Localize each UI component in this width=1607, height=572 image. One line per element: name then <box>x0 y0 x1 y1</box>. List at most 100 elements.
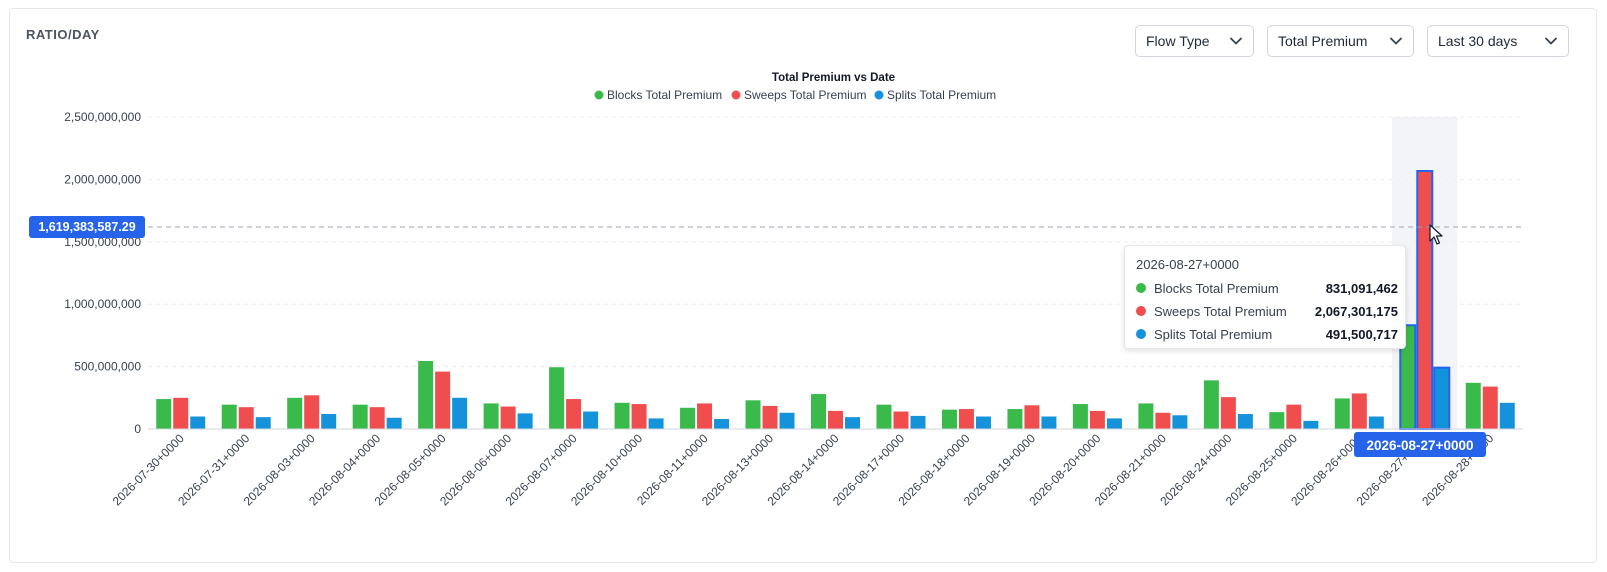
x-tick-label: 2026-08-10+0000 <box>568 431 645 508</box>
x-tick-label: 2026-07-30+0000 <box>110 431 187 508</box>
x-tick-label: 2026-08-24+0000 <box>1157 431 1234 508</box>
y-tick-label: 2,500,000,000 <box>64 110 141 124</box>
crosshair-x-label: 2026-08-27+0000 <box>1367 438 1474 453</box>
tooltip-row-splits: Splits Total Premium 491,500,717 <box>1136 325 1398 343</box>
bar[interactable] <box>435 371 451 429</box>
bar[interactable] <box>1172 415 1188 429</box>
bar[interactable] <box>352 404 368 429</box>
bar[interactable] <box>975 416 991 429</box>
bar[interactable] <box>614 402 630 429</box>
tooltip-series-name: Splits Total Premium <box>1154 326 1273 342</box>
bar[interactable] <box>287 397 303 429</box>
bar[interactable] <box>1368 416 1384 429</box>
crosshair-x-badge <box>1354 432 1486 457</box>
bar[interactable] <box>1089 410 1105 429</box>
bar[interactable] <box>1286 404 1302 429</box>
bar[interactable] <box>156 399 172 429</box>
bar[interactable] <box>1482 386 1498 429</box>
bar[interactable] <box>1220 397 1236 429</box>
bar[interactable] <box>1106 418 1122 429</box>
bar[interactable] <box>1155 412 1171 429</box>
tooltip-series-value: 831,091,462 <box>1325 280 1398 296</box>
blocks-legend-dot <box>1136 283 1146 293</box>
bar[interactable] <box>893 411 909 429</box>
bar[interactable] <box>238 407 254 429</box>
bar[interactable] <box>958 409 974 429</box>
bar[interactable] <box>1416 170 1434 430</box>
bar[interactable] <box>1138 403 1154 429</box>
x-tick-label: 2026-08-18+0000 <box>895 431 972 508</box>
bar[interactable] <box>369 407 385 429</box>
metric-dropdown[interactable]: Total Premium <box>1267 25 1414 57</box>
x-tick-label: 2026-08-25+0000 <box>1223 431 1300 508</box>
bar[interactable] <box>386 417 402 429</box>
bar[interactable] <box>1203 380 1219 429</box>
chevron-down-icon <box>1389 34 1403 48</box>
bar[interactable] <box>1237 414 1253 429</box>
bar[interactable] <box>779 412 795 429</box>
bar[interactable] <box>255 417 271 429</box>
sweeps-legend-dot <box>1136 306 1146 316</box>
x-tick-label: 2026-08-03+0000 <box>241 431 318 508</box>
crosshair-y-badge <box>29 216 145 238</box>
y-tick-label: 1,000,000,000 <box>64 297 141 311</box>
bar[interactable] <box>1499 402 1515 429</box>
bar[interactable] <box>517 413 533 429</box>
tooltip-series-name: Sweeps Total Premium <box>1154 303 1287 319</box>
x-tick-label: 2026-08-04+0000 <box>306 431 383 508</box>
bar[interactable] <box>714 419 730 429</box>
bar[interactable] <box>321 414 337 429</box>
bar[interactable] <box>1072 404 1088 429</box>
bar[interactable] <box>680 407 696 429</box>
x-tick-label: 2026-08-17+0000 <box>830 431 907 508</box>
bar[interactable] <box>811 394 826 429</box>
bar[interactable] <box>221 404 237 429</box>
legend-marker <box>731 90 741 100</box>
bar[interactable] <box>173 397 189 429</box>
chart-tooltip: 2026-08-27+0000 Blocks Total Premium 831… <box>1124 245 1406 349</box>
bar[interactable] <box>566 399 582 429</box>
flow-type-dropdown-label: Flow Type <box>1146 33 1210 49</box>
tooltip-series-value: 2,067,301,175 <box>1314 303 1398 319</box>
bar[interactable] <box>941 409 957 429</box>
bar[interactable] <box>745 400 761 429</box>
x-tick-label: 2026-07-31+0000 <box>175 431 252 508</box>
bar[interactable] <box>583 411 599 429</box>
y-tick-label: 2,000,000,000 <box>64 172 141 186</box>
date-range-dropdown[interactable]: Last 30 days <box>1427 25 1569 57</box>
bar[interactable] <box>1433 366 1451 430</box>
bar[interactable] <box>845 417 860 429</box>
bar[interactable] <box>452 397 468 429</box>
y-tick-label: 500,000,000 <box>74 360 141 374</box>
bar[interactable] <box>1269 412 1285 429</box>
bar[interactable] <box>190 416 206 429</box>
x-tick-label: 2026-08-20+0000 <box>1026 431 1103 508</box>
bar[interactable] <box>648 418 664 429</box>
bar[interactable] <box>549 367 565 429</box>
chevron-down-icon <box>1544 34 1558 48</box>
splits-legend-dot <box>1136 329 1146 339</box>
bar[interactable] <box>876 404 892 429</box>
legend-marker <box>594 90 604 100</box>
bar[interactable] <box>1303 420 1319 429</box>
bar[interactable] <box>1007 409 1023 429</box>
bar[interactable] <box>1334 398 1350 429</box>
bar[interactable] <box>1465 382 1481 429</box>
bar[interactable] <box>631 404 647 429</box>
bar[interactable] <box>762 405 778 429</box>
mouse-pointer-icon <box>1429 224 1443 251</box>
bar[interactable] <box>697 403 713 429</box>
bar[interactable] <box>304 395 320 429</box>
bar[interactable] <box>1024 405 1040 429</box>
bar[interactable] <box>483 403 499 429</box>
card-title: RATIO/DAY <box>26 27 100 42</box>
bar[interactable] <box>828 410 843 429</box>
bar[interactable] <box>1041 416 1057 429</box>
bar[interactable] <box>500 406 516 429</box>
bar[interactable] <box>910 415 926 429</box>
bar[interactable] <box>418 360 434 429</box>
x-tick-label: 2026-08-13+0000 <box>699 431 776 508</box>
flow-type-dropdown[interactable]: Flow Type <box>1135 25 1254 57</box>
bar[interactable] <box>1351 393 1367 429</box>
